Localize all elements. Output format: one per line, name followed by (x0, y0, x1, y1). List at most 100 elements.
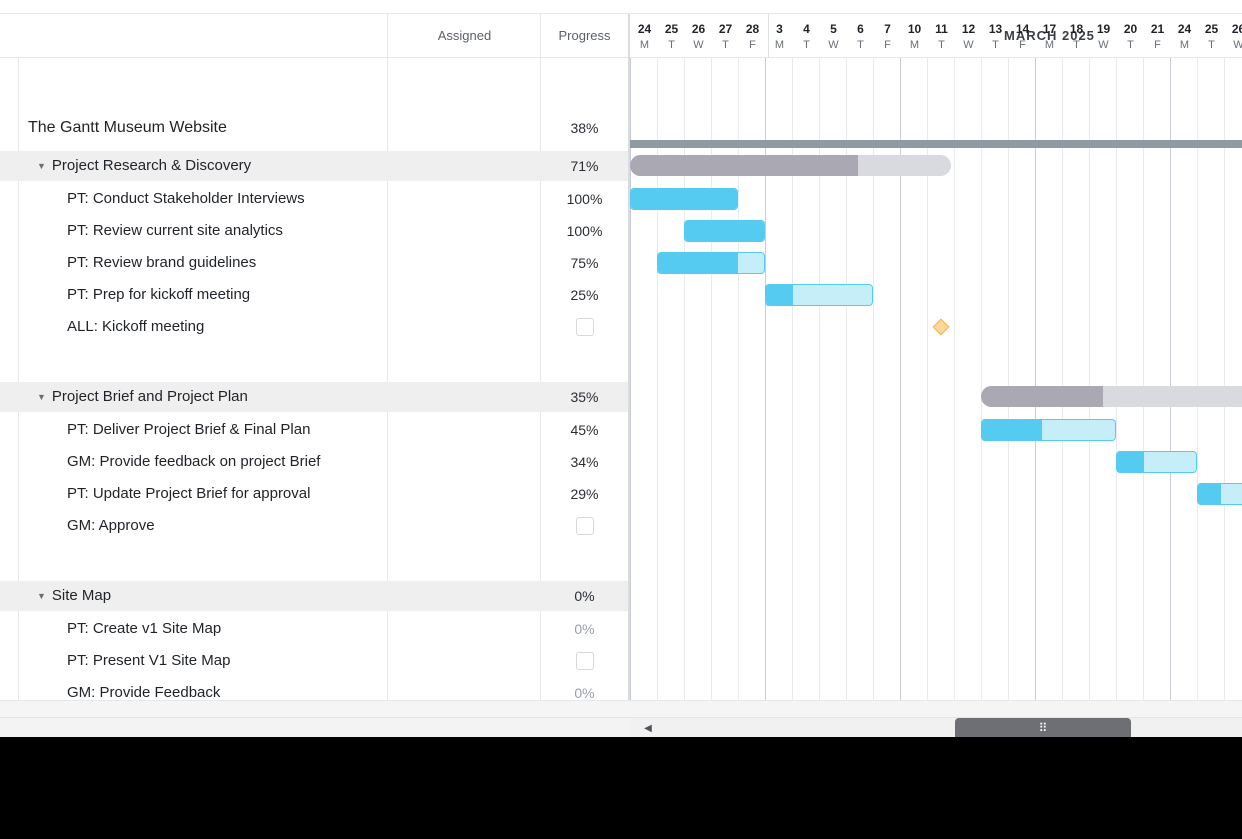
task-row[interactable]: PT: Review brand guidelines 75% (0, 248, 628, 278)
progress-fill (685, 221, 764, 241)
task-row[interactable]: PT: Review current site analytics 100% (0, 216, 628, 246)
progress-value: 0% (574, 621, 595, 637)
day-number: 17 (1042, 22, 1057, 36)
group-row[interactable]: ▼ Project Brief and Project Plan 35% (0, 382, 628, 412)
progress-fill (981, 386, 1103, 407)
day-of-week: T (1127, 39, 1134, 51)
progress-fill (1117, 452, 1144, 472)
milestone-checkbox[interactable] (576, 652, 594, 670)
day-of-week: W (693, 39, 704, 51)
task-bar[interactable] (981, 419, 1116, 441)
progress-value: 45% (570, 422, 599, 438)
task-name: ALL: Kickoff meeting (67, 312, 204, 342)
day-column: 11 T (927, 22, 954, 700)
task-row[interactable]: PT: Prep for kickoff meeting 25% (0, 280, 628, 310)
timeline-scrollbar[interactable]: ◀ ⠿ (630, 717, 1242, 737)
top-strip (0, 0, 1242, 14)
row-label: Project Research & Discovery (51, 157, 252, 174)
task-bar[interactable] (1197, 483, 1242, 505)
day-number: 10 (907, 22, 922, 36)
collapse-icon[interactable]: ▼ (37, 161, 46, 171)
day-of-week: F (1154, 39, 1161, 51)
day-column: 24 M (630, 22, 657, 700)
milestone-checkbox[interactable] (576, 318, 594, 336)
task-bar[interactable] (765, 284, 873, 306)
project-summary-bar[interactable] (630, 140, 1242, 148)
day-number: 13 (988, 22, 1003, 36)
row-label: Site Map (51, 587, 112, 604)
task-row[interactable]: PT: Present V1 Site Map (0, 646, 628, 676)
task-name: GM: Approve (67, 511, 155, 541)
task-bar[interactable] (1116, 451, 1197, 473)
day-of-week: T (668, 39, 675, 51)
day-column: 13 T (981, 22, 1008, 700)
milestone-checkbox[interactable] (576, 517, 594, 535)
task-name: PT: Present V1 Site Map (67, 646, 230, 676)
project-row[interactable]: The Gantt Museum Website 38% (0, 113, 628, 143)
progress-value: 34% (570, 454, 599, 470)
row-label: ALL: Kickoff meeting (67, 318, 205, 335)
day-number: 28 (745, 22, 760, 36)
task-row[interactable]: PT: Update Project Brief for approval 29% (0, 479, 628, 509)
day-of-week: M (1179, 39, 1190, 51)
task-row[interactable]: GM: Approve (0, 511, 628, 541)
scroll-left-icon[interactable]: ◀ (644, 723, 652, 734)
day-of-week: W (1225, 39, 1242, 51)
task-bar[interactable] (630, 188, 738, 210)
row-label: GM: Approve (67, 517, 155, 534)
group-summary-bar[interactable] (981, 386, 1242, 407)
day-column: 26 W (684, 22, 711, 700)
assigned-column-header[interactable]: Assigned (437, 28, 492, 43)
group-row[interactable]: ▼ Project Research & Discovery 71% (0, 151, 628, 181)
progress-fill (630, 155, 858, 176)
column-divider (540, 14, 541, 700)
task-row[interactable]: GM: Provide Feedback 0% (0, 678, 628, 700)
day-column: 24 M (1170, 22, 1197, 700)
collapse-icon[interactable]: ▼ (37, 591, 46, 601)
progress-fill (982, 420, 1042, 440)
progress-fill (658, 253, 738, 273)
group-row[interactable]: ▼ Site Map 0% (0, 581, 628, 611)
progress-value: 25% (570, 287, 599, 303)
task-row[interactable]: PT: Deliver Project Brief & Final Plan 45… (0, 415, 628, 445)
row-label: PT: Review current site analytics (67, 222, 283, 239)
task-row[interactable]: ALL: Kickoff meeting (0, 312, 628, 342)
project-name: The Gantt Museum Website (28, 113, 227, 143)
day-of-week: T (992, 39, 999, 51)
task-name: PT: Prep for kickoff meeting (67, 280, 250, 310)
task-bar[interactable] (684, 220, 765, 242)
day-number: 25 (1204, 22, 1219, 36)
task-row[interactable]: PT: Create v1 Site Map 0% (0, 614, 628, 644)
day-of-week: M (1044, 39, 1055, 51)
month-header-prev (630, 14, 768, 58)
day-number: 24 (1177, 22, 1192, 36)
task-row[interactable]: PT: Conduct Stakeholder Interviews 100% (0, 184, 628, 214)
progress-value: 100% (566, 191, 603, 207)
scroll-thumb[interactable]: ⠿ (955, 718, 1131, 737)
day-number: 14 (1015, 22, 1030, 36)
day-of-week: T (803, 39, 810, 51)
day-of-week: T (857, 39, 864, 51)
progress-value: 38% (570, 120, 599, 136)
day-number: 5 (830, 22, 837, 36)
day-of-week: T (1073, 39, 1080, 51)
day-of-week: W (963, 39, 974, 51)
grid-left-divider (18, 58, 19, 700)
gantt-timeline: MARCH 2025 24 M 25 T 26 W 27 T 28 F 3 M 4 T 5 W 6 T 7 F 10 M 1… (628, 14, 1242, 700)
task-name: PT: Conduct Stakeholder Interviews (67, 184, 305, 214)
grid-footer (0, 717, 630, 737)
group-summary-bar[interactable] (630, 155, 951, 176)
task-bar[interactable] (657, 252, 765, 274)
row-label: The Gantt Museum Website (28, 119, 227, 136)
task-row[interactable]: GM: Provide feedback on project Brief 34% (0, 447, 628, 477)
row-label: PT: Deliver Project Brief & Final Plan (67, 421, 311, 438)
collapse-icon[interactable]: ▼ (37, 392, 46, 402)
day-column: 18 T (1062, 22, 1089, 700)
day-of-week: M (909, 39, 920, 51)
progress-value: 0% (574, 588, 595, 604)
progress-column-header[interactable]: Progress (558, 28, 611, 43)
group-name: ▼ Project Brief and Project Plan (37, 382, 248, 412)
